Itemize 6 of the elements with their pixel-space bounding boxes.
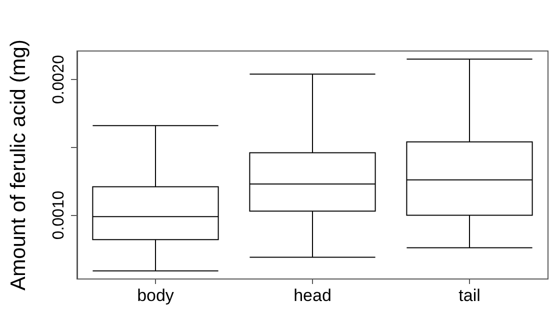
x-tick-label: body [137, 286, 174, 305]
y-tick-label: 0.0020 [50, 54, 68, 104]
y-axis-title: Amount of ferulic acid (mg) [7, 40, 30, 290]
x-tick-label: tail [458, 286, 480, 305]
y-tick-label: 0.0010 [50, 190, 68, 240]
x-tick-label: head [294, 286, 332, 305]
